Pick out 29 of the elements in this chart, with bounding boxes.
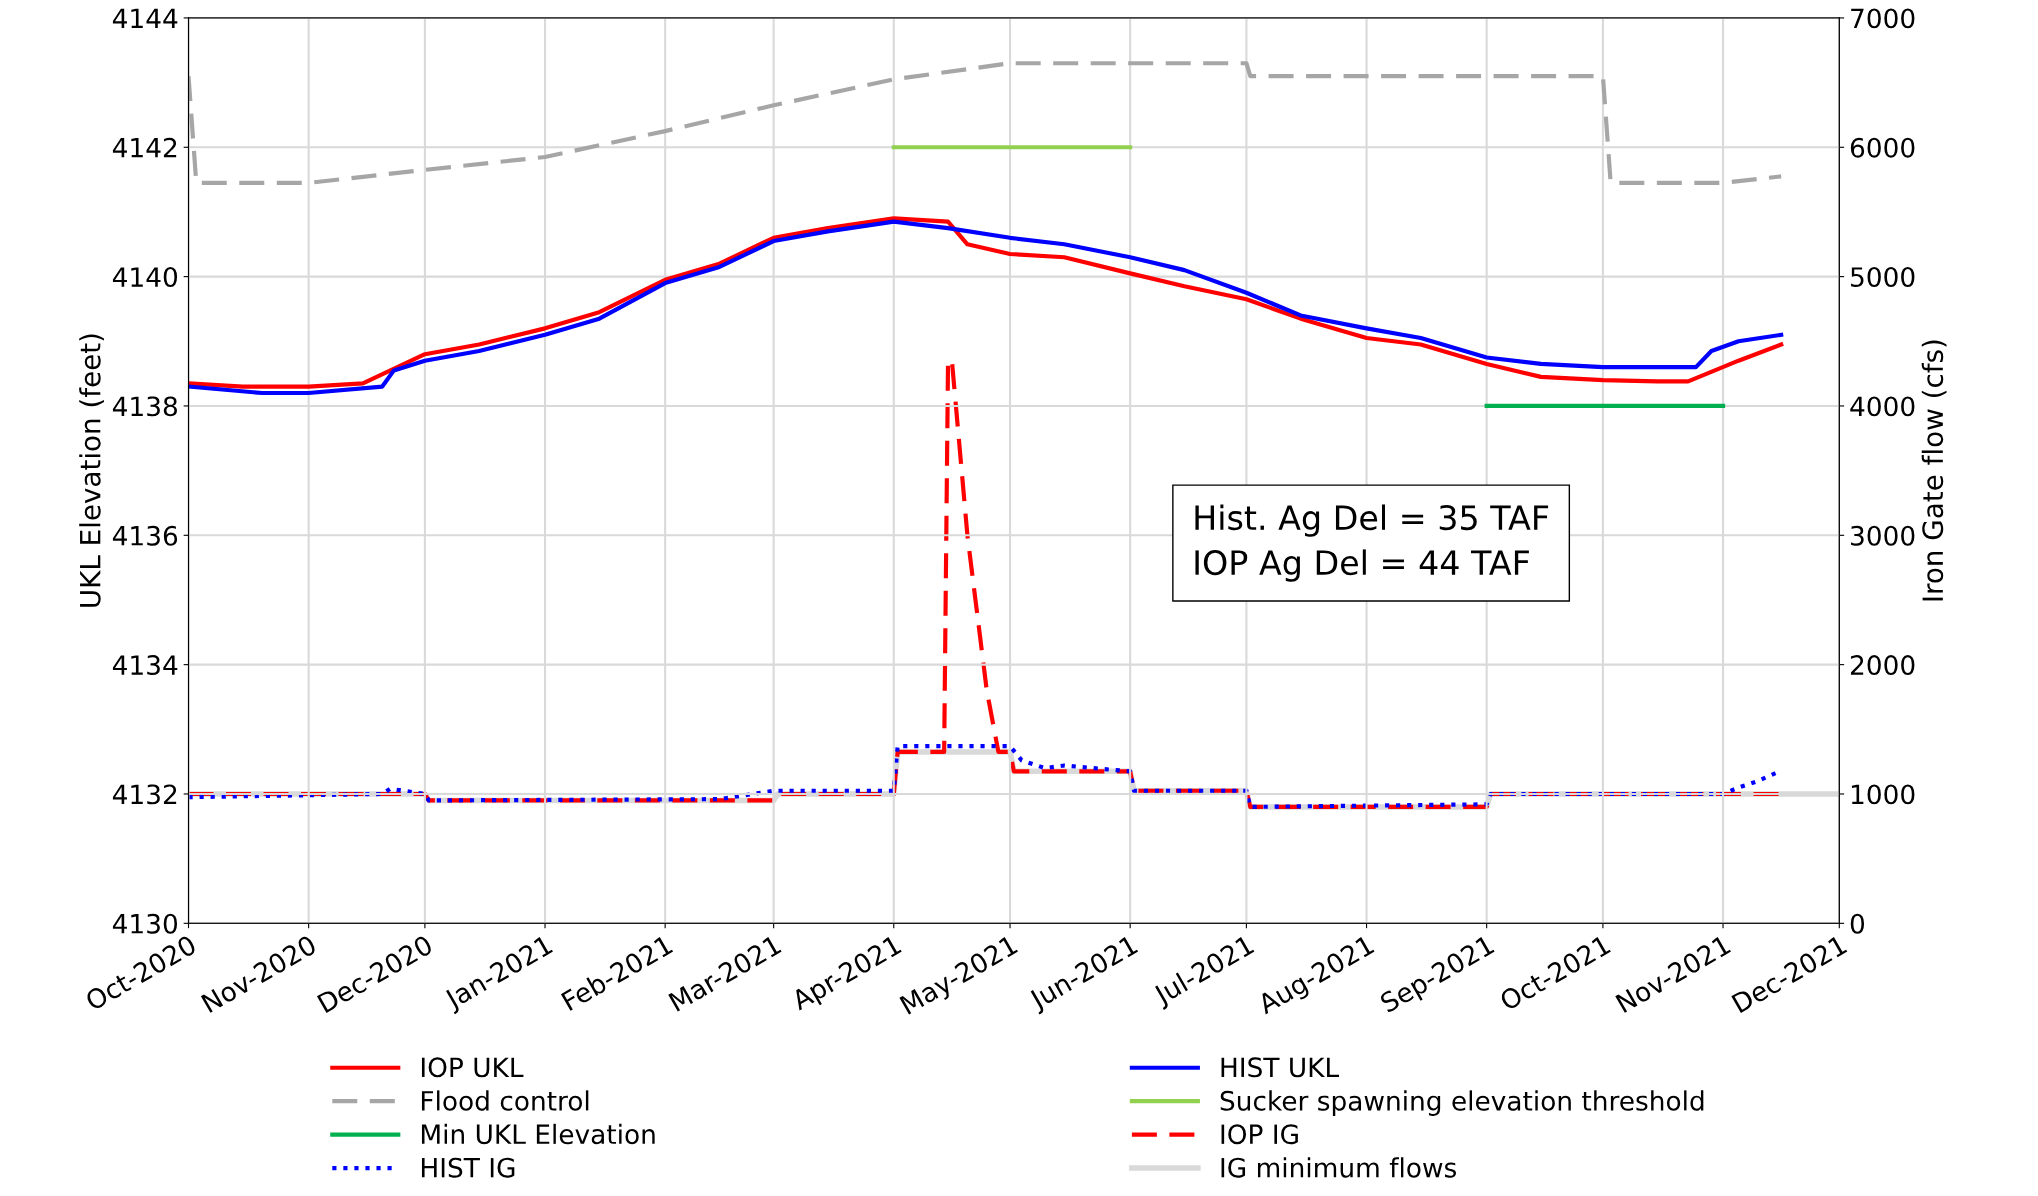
y-tick-label: 4142	[112, 137, 177, 158]
y-axis-title: UKL Elevation (feet)	[79, 334, 104, 607]
y2-axis-title: Iron Gate flow (cfs)	[1921, 340, 1947, 601]
y2-tick-label: 3000	[1851, 525, 1915, 546]
y-tick-label: 4144	[112, 8, 178, 28]
y-tick-label: 4140	[112, 267, 178, 288]
y2-tick-label: 0	[1850, 913, 1865, 934]
annotation: Hist. Ag Del = 35 TAF	[1195, 504, 1549, 537]
y2-tick-label: 5000	[1851, 267, 1915, 288]
legend-label: IG minimum flows	[1221, 1157, 1457, 1178]
y2-tick-label: 1000	[1851, 784, 1915, 805]
legend-label: IOP IG	[1221, 1124, 1298, 1145]
legend-label: Min UKL Elevation	[421, 1123, 655, 1145]
legend-label: Flood control	[421, 1090, 589, 1111]
y-tick-label: 4136	[112, 525, 178, 546]
annotation: IOP Ag Del = 44 TAF	[1195, 549, 1529, 582]
legend-label: HIST UKL	[1221, 1057, 1340, 1078]
y2-tick-label: 2000	[1850, 655, 1915, 676]
legend-label: IOP UKL	[421, 1057, 524, 1078]
y-tick-label: 4132	[112, 784, 177, 805]
legend-label: Sucker spawning elevation threshold	[1220, 1090, 1704, 1116]
y2-tick-label: 4000	[1850, 396, 1915, 417]
line-series	[188, 61, 1784, 185]
y-tick-label: 4130	[112, 913, 178, 934]
y-tick-label: 4134	[112, 655, 178, 676]
y-tick-label: 4138	[112, 396, 177, 417]
y2-tick-label: 7000	[1851, 8, 1915, 29]
legend-label: HIST IG	[421, 1157, 515, 1178]
y2-tick-label: 6000	[1850, 137, 1915, 158]
